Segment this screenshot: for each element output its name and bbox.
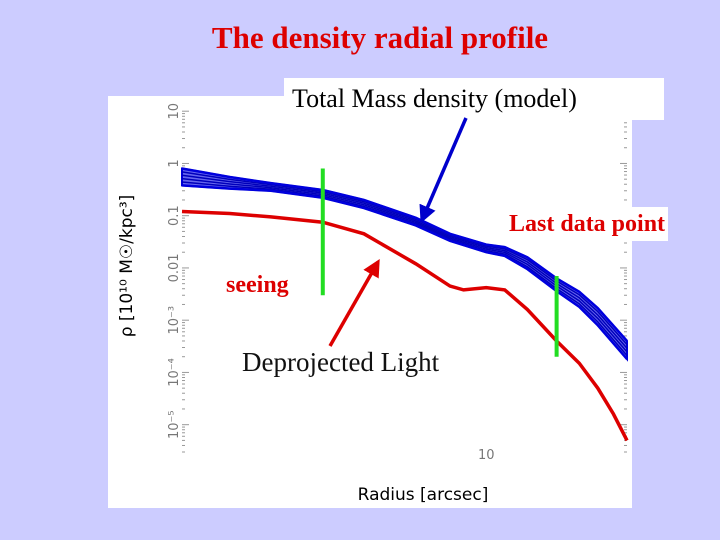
plot-panel: 10 1 0.1 0.01 10⁻³ 10⁻⁴ 10⁻⁵ 10 Radius [arcsec… bbox=[108, 96, 632, 508]
model-band-lower bbox=[181, 184, 628, 360]
y-tick-label: 10 bbox=[167, 103, 182, 120]
light-curve bbox=[181, 209, 629, 442]
model-band-upper bbox=[181, 167, 628, 342]
model-band-fill bbox=[181, 167, 628, 362]
model-band-line bbox=[181, 177, 628, 353]
y-tick-label: 0.01 bbox=[167, 253, 182, 282]
x-tick-labels: 10 bbox=[478, 448, 495, 463]
model-band-line bbox=[181, 171, 628, 346]
seeing-callout: seeing bbox=[224, 268, 291, 302]
y-tick-label: 10⁻⁴ bbox=[167, 358, 182, 387]
model-band-line bbox=[181, 181, 628, 356]
y-tick-label: 1 bbox=[167, 159, 182, 167]
x-axis-label: Radius [arcsec] bbox=[358, 485, 489, 505]
deprojected-light-line bbox=[181, 209, 629, 442]
deprojected-light-callout: Deprojected Light bbox=[240, 344, 442, 380]
y-tick-label: 0.1 bbox=[167, 205, 182, 226]
model-band-line bbox=[181, 174, 628, 349]
density-chart: 10 1 0.1 0.01 10⁻³ 10⁻⁴ 10⁻⁵ 10 Radius [arcsec… bbox=[117, 103, 629, 505]
x-tick-label: 10 bbox=[478, 448, 495, 463]
marker-lines bbox=[320, 168, 559, 357]
model-band bbox=[181, 167, 628, 362]
slide-title: The density radial profile bbox=[211, 20, 549, 55]
y-tick-label: 10⁻⁵ bbox=[167, 410, 182, 439]
last-data-point-callout: Last data point bbox=[506, 207, 669, 241]
y-axis-label: ρ [10¹⁰ M☉/kpc³] bbox=[117, 195, 137, 338]
y-tick-label: 10⁻³ bbox=[167, 306, 182, 335]
y-tick-labels: 10 1 0.1 0.01 10⁻³ 10⁻⁴ 10⁻⁵ bbox=[167, 103, 182, 439]
model-callout: Total Mass density (model) bbox=[284, 78, 664, 120]
